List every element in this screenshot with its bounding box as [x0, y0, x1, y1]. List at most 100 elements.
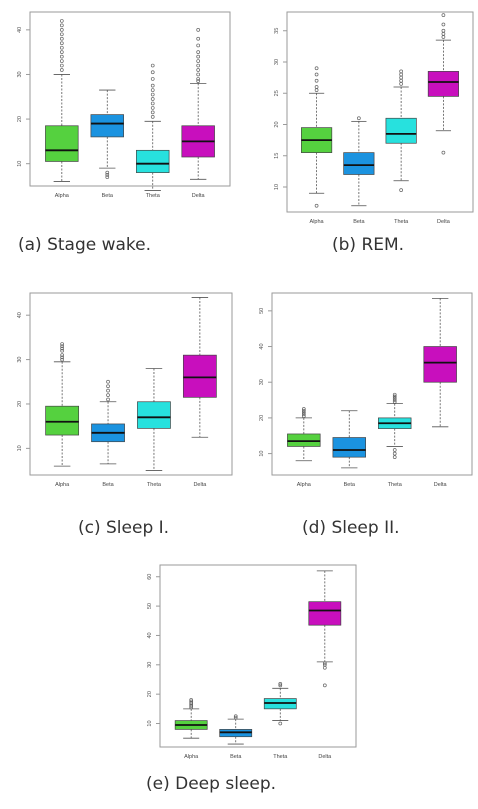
box-beta [332, 410, 366, 469]
outlier-point [392, 398, 397, 402]
y-tick-label: 25 [274, 90, 280, 96]
outlier-point [106, 393, 110, 397]
outlier-point [105, 170, 110, 175]
box-theta [385, 69, 417, 192]
outlier-point [322, 665, 327, 670]
outlier-point [301, 412, 306, 417]
y-tick-label: 10 [17, 445, 23, 451]
outlier-point [150, 110, 155, 115]
box-body [182, 354, 217, 398]
y-tick-label: 50 [147, 603, 153, 609]
x-tick-label: Theta [147, 482, 162, 488]
plot-frame [29, 11, 231, 187]
outlier-point [392, 451, 397, 456]
box-beta [91, 379, 125, 465]
box-body [427, 71, 459, 97]
y-tick-label: 30 [17, 357, 23, 363]
y-tick-label: 20 [259, 415, 265, 421]
outlier-point [59, 27, 64, 32]
outlier-point [59, 63, 64, 68]
x-tick-label: Alpha [55, 482, 70, 488]
outlier-point [59, 32, 64, 37]
chart-panel-rem: 10 15 20 25 30 35 Alpha Beta Theta Delta (b) REM. [240, 0, 478, 270]
y-tick-label: 10 [274, 184, 280, 190]
y-tick-label: 20 [147, 691, 153, 697]
boxplot-chart: 10 20 30 40 Alpha Beta Theta Delta [17, 292, 233, 488]
outlier-point [196, 54, 201, 59]
outlier-point [60, 353, 64, 357]
outlier-point [189, 698, 194, 702]
outlier-point [150, 63, 155, 68]
box-theta [378, 392, 412, 460]
outlier-point [392, 396, 397, 401]
outlier-point [106, 384, 110, 389]
box-alpha [301, 66, 333, 208]
y-tick-label: 30 [274, 59, 280, 65]
x-tick-label: Delta [192, 193, 206, 199]
outlier-point [196, 27, 201, 32]
box-body [136, 149, 170, 173]
outlier-point [196, 36, 201, 41]
y-tick-label: 30 [17, 71, 23, 77]
outlier-point [59, 68, 64, 72]
box-body [423, 346, 457, 383]
outlier-point [314, 72, 319, 77]
outlier-point [150, 83, 155, 88]
box-body [45, 405, 80, 436]
plot-frame [29, 292, 233, 476]
outlier-point [392, 448, 397, 452]
outlier-point [59, 36, 64, 41]
x-tick-label: Beta [230, 754, 242, 760]
outlier-point [441, 150, 446, 155]
x-tick-label: Theta [388, 482, 403, 488]
box-body [137, 401, 171, 429]
outlier-point [314, 88, 319, 92]
box-beta [343, 116, 375, 207]
y-tick-label: 35 [274, 28, 280, 34]
outlier-point [60, 344, 64, 349]
outlier-point [399, 78, 403, 83]
box-theta [136, 63, 170, 191]
outlier-point [441, 13, 446, 17]
outlier-point [399, 188, 403, 192]
outlier-point [301, 408, 306, 413]
y-tick-label: 60 [147, 574, 153, 580]
x-tick-label: Alpha [55, 193, 70, 199]
y-tick-label: 30 [147, 662, 153, 668]
outlier-point [392, 399, 397, 404]
outlier-point [59, 59, 64, 63]
box-theta [137, 368, 171, 471]
chart-panel-sleep-i: 10 20 30 40 Alpha Beta Theta Delta (c) Sleep I. [0, 283, 240, 553]
outlier-point [59, 41, 64, 46]
outlier-point [314, 66, 319, 71]
x-tick-label: Alpha [310, 219, 325, 225]
x-tick-label: Beta [344, 482, 356, 488]
outlier-point [301, 410, 306, 415]
box-alpha [45, 342, 80, 467]
outlier-point [196, 63, 201, 68]
outlier-point [106, 388, 110, 393]
y-tick-label: 10 [259, 451, 265, 457]
outlier-point [322, 661, 327, 666]
outlier-point [278, 721, 283, 726]
boxplot-chart: 10 20 30 40 50 60 Alpha Beta Theta Delta [147, 564, 357, 760]
boxplot-chart: 10 20 30 40 Alpha Beta Theta Delta [17, 11, 231, 199]
chart-caption: (c) Sleep I. [78, 518, 170, 538]
outlier-point [59, 45, 64, 50]
outlier-point [441, 28, 446, 33]
y-tick-label: 10 [147, 720, 153, 726]
outlier-point [196, 50, 201, 55]
outlier-point [399, 75, 403, 80]
y-tick-label: 40 [259, 343, 265, 349]
box-alpha [287, 407, 321, 462]
y-tick-label: 15 [274, 153, 280, 159]
x-tick-label: Delta [318, 754, 332, 760]
outlier-point [60, 342, 64, 346]
box-body [332, 437, 366, 458]
x-tick-label: Beta [102, 193, 114, 199]
outlier-point [441, 32, 446, 36]
outlier-point [301, 407, 306, 411]
outlier-point [233, 715, 238, 720]
box-delta [181, 27, 215, 180]
outlier-point [106, 397, 110, 402]
